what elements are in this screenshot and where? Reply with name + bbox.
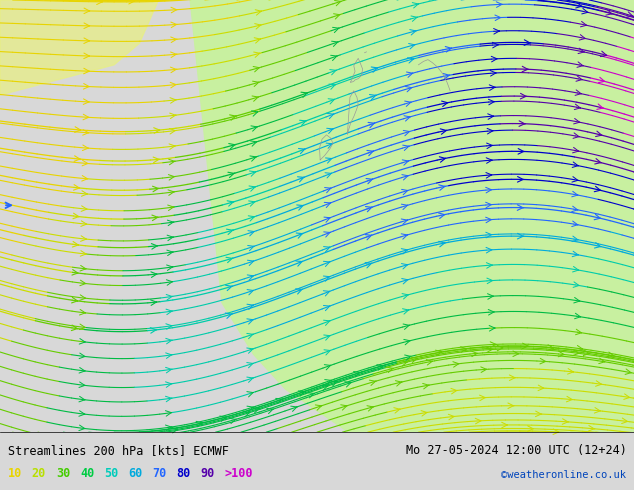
- Text: ©weatheronline.co.uk: ©weatheronline.co.uk: [501, 469, 626, 480]
- Text: 90: 90: [200, 466, 214, 480]
- Text: 80: 80: [176, 466, 190, 480]
- Text: 10: 10: [8, 466, 22, 480]
- Text: Streamlines 200 hPa [kts] ECMWF: Streamlines 200 hPa [kts] ECMWF: [8, 444, 228, 457]
- Text: 20: 20: [32, 466, 46, 480]
- Text: 40: 40: [80, 466, 94, 480]
- Text: 70: 70: [152, 466, 166, 480]
- Text: 60: 60: [128, 466, 142, 480]
- Text: 50: 50: [104, 466, 118, 480]
- Text: 30: 30: [56, 466, 70, 480]
- Polygon shape: [0, 0, 158, 95]
- Polygon shape: [190, 0, 634, 432]
- Text: Mo 27-05-2024 12:00 UTC (12+24): Mo 27-05-2024 12:00 UTC (12+24): [406, 444, 626, 457]
- Text: >100: >100: [224, 466, 253, 480]
